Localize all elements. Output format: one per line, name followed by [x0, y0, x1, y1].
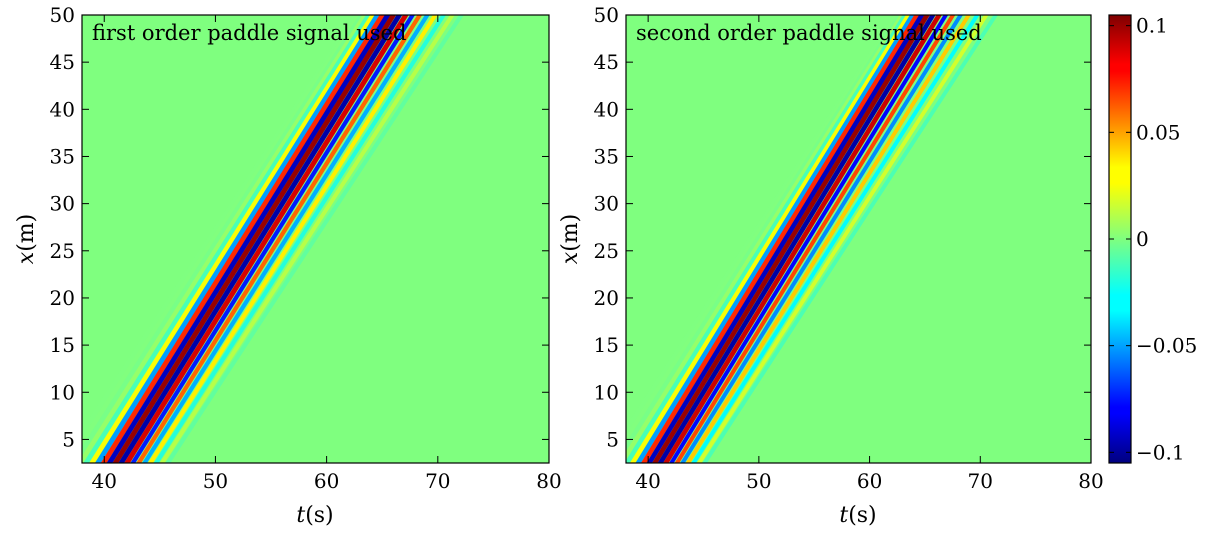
- colorbar-ticks: 0.1 0.05 0 −0.05 −0.1: [1109, 14, 1197, 464]
- wave-band: [635, 15, 916, 463]
- x-tick-label: 80: [1078, 469, 1103, 493]
- colorbar-tick-label: 0.1: [1136, 14, 1168, 38]
- x-axis-title: t(s): [839, 503, 876, 528]
- y-tick-label: 40: [50, 97, 75, 121]
- x-tick-label: 50: [203, 469, 228, 493]
- wave-band: [657, 15, 936, 463]
- wave-band: [147, 15, 438, 463]
- y-tick-label: 10: [594, 380, 619, 404]
- y-axis-ticks: 5 10 15 20 25 30 35 40 45 50: [594, 3, 1091, 451]
- wave-field: [626, 15, 999, 463]
- x-tick-label: 80: [536, 469, 561, 493]
- x-tick-label: 60: [314, 469, 339, 493]
- colorbar-tick-label: 0: [1136, 227, 1149, 251]
- y-tick-label: 15: [594, 333, 619, 357]
- y-tick-label: 40: [594, 97, 619, 121]
- panel-annotation: second order paddle signal used: [636, 21, 982, 45]
- colorbar: 0.1 0.05 0 −0.05 −0.1: [1108, 14, 1197, 464]
- y-tick-label: 45: [594, 50, 619, 74]
- y-tick-label: 25: [50, 239, 75, 263]
- x-tick-label: 40: [635, 469, 660, 493]
- wave-band: [100, 15, 386, 463]
- y-tick-label: 30: [594, 192, 619, 216]
- y-tick-label: 30: [50, 192, 75, 216]
- x-tick-label: 50: [746, 469, 771, 493]
- x-tick-label: 70: [425, 469, 450, 493]
- x-axis-ticks: 40 50 60 70 80: [92, 15, 562, 493]
- wave-band: [691, 15, 980, 463]
- wave-band: [165, 15, 464, 463]
- colorbar-tick-label: −0.05: [1136, 334, 1197, 358]
- y-tick-label: 5: [62, 427, 75, 451]
- y-tick-label: 20: [594, 286, 619, 310]
- wave-field: [82, 15, 464, 463]
- wave-band: [130, 15, 416, 463]
- panel-first-order: first order paddle signal used 40 50 60 70 8…: [14, 3, 562, 528]
- wave-band: [89, 15, 376, 463]
- x-axis-ticks: 40 50 60 70 80: [635, 15, 1104, 493]
- y-tick-label: 25: [594, 239, 619, 263]
- colorbar-gradient: [1109, 15, 1131, 463]
- y-tick-label: 50: [50, 3, 75, 27]
- y-axis-title: x(m): [14, 214, 39, 264]
- wave-band: [702, 15, 999, 463]
- y-tick-label: 15: [50, 333, 75, 357]
- wave-band: [136, 15, 423, 463]
- wave-band: [153, 15, 447, 463]
- y-tick-label: 10: [50, 380, 75, 404]
- wave-band: [83, 15, 372, 463]
- wave-band: [640, 15, 920, 463]
- x-tick-label: 70: [968, 469, 993, 493]
- y-axis-title: x(m): [558, 214, 583, 264]
- wave-band: [669, 15, 949, 463]
- x-axis-title: t(s): [296, 503, 333, 528]
- wave-band: [680, 15, 963, 463]
- wave-band: [646, 15, 925, 463]
- y-tick-label: 5: [606, 427, 619, 451]
- wave-band: [652, 15, 930, 463]
- y-tick-label: 35: [50, 144, 75, 168]
- panel-second-order: second order paddle signal used 40 50 60 70…: [558, 3, 1104, 528]
- colorbar-tick-label: 0.05: [1136, 120, 1181, 144]
- wave-band: [112, 15, 397, 463]
- plot-frame: [81, 14, 550, 464]
- x-tick-label: 60: [857, 469, 882, 493]
- y-tick-label: 35: [594, 144, 619, 168]
- wave-band: [118, 15, 403, 463]
- y-tick-label: 45: [50, 50, 75, 74]
- wave-band: [674, 15, 956, 463]
- y-axis-ticks: 5 10 15 20 25 30 35 40 45 50: [50, 3, 549, 451]
- plot-frame: [625, 14, 1092, 464]
- x-tick-label: 40: [92, 469, 117, 493]
- wave-band: [106, 15, 391, 463]
- wave-band: [94, 15, 381, 463]
- y-tick-label: 50: [594, 3, 619, 27]
- panel-annotation: first order paddle signal used: [92, 21, 406, 45]
- wave-band: [142, 15, 430, 463]
- wave-band: [663, 15, 942, 463]
- colorbar-tick-label: −0.1: [1136, 440, 1185, 464]
- wave-band: [685, 15, 972, 463]
- wave-band: [696, 15, 989, 463]
- wave-band: [124, 15, 409, 463]
- wave-band: [629, 15, 912, 463]
- wave-band: [159, 15, 455, 463]
- y-tick-label: 20: [50, 286, 75, 310]
